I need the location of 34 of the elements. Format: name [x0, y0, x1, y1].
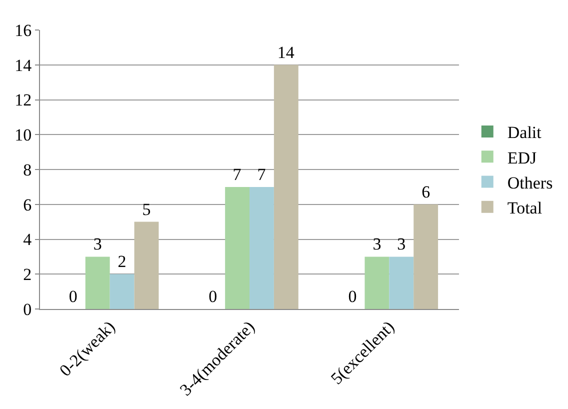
data-label: 3	[372, 234, 382, 254]
y-tick-label: 10	[14, 126, 32, 145]
data-label: 3	[93, 234, 102, 254]
bar	[364, 256, 390, 309]
y-tick-label: 2	[23, 265, 32, 284]
y-tick-label: 6	[23, 195, 32, 214]
bar	[389, 256, 414, 309]
y-tick-label: 12	[14, 90, 32, 110]
legend-label: EDJ	[507, 148, 538, 168]
data-label: 6	[422, 182, 430, 202]
y-tick-label: 16	[14, 20, 32, 40]
data-label: 14	[277, 42, 295, 62]
bar	[110, 274, 134, 309]
y-tick-label: 14	[14, 56, 32, 75]
bar	[85, 256, 110, 309]
bar	[134, 222, 159, 309]
data-label: 0	[68, 287, 78, 306]
bar	[274, 64, 298, 309]
legend-label: Total	[507, 198, 542, 218]
bar	[250, 186, 274, 309]
data-label: 0	[208, 287, 218, 306]
data-label: 7	[232, 164, 242, 184]
data-label: 7	[257, 164, 266, 184]
y-tick-label: 4	[23, 230, 32, 250]
legend-label: Dalit	[507, 123, 542, 142]
y-tick-label: 8	[23, 160, 32, 180]
legend-label: Others	[507, 173, 553, 192]
y-tick-label: 0	[23, 300, 32, 319]
bar	[225, 186, 250, 309]
data-label: 3	[397, 234, 406, 254]
data-label: 0	[348, 287, 357, 306]
bar	[414, 204, 438, 309]
data-label: 2	[118, 252, 126, 272]
data-label: 5	[142, 200, 151, 219]
